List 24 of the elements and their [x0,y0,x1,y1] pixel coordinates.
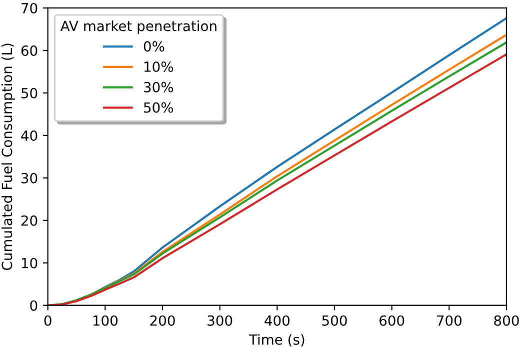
x-tick-label: 600 [380,315,404,326]
legend-label: 10% [144,62,174,72]
y-axis-title: Cumulated Fuel Consumption (L) [1,44,15,270]
x-tick-label: 700 [437,315,462,326]
legend-label: 50% [144,102,174,113]
y-tick-label: 70 [22,2,38,14]
y-tick-label: 20 [21,215,38,226]
y-tick-label: 50 [22,88,38,98]
x-tick-label: 0 [44,315,52,326]
x-axis-title: Time (s) [248,334,304,346]
x-tick-label: 800 [494,315,519,326]
y-tick-label: 30 [22,172,38,184]
y-tick-label: 60 [21,45,38,56]
x-tick-label: 200 [150,315,175,326]
y-tick-label: 0 [30,300,38,311]
legend-title: AV market penetration [60,20,216,34]
x-tick-label: 300 [208,315,232,326]
x-tick-label: 500 [322,315,347,326]
y-tick-label: 10 [22,258,38,268]
x-tick-label: 100 [93,315,118,326]
y-tick-label: 40 [21,130,38,141]
legend-label: 30% [144,82,174,92]
legend-label: 0% [144,41,164,52]
x-tick-label: 400 [264,315,290,326]
